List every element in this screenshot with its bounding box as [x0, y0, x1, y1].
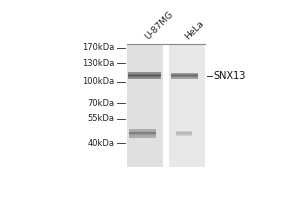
Bar [128, 75, 160, 76]
Bar [128, 76, 160, 77]
Bar [129, 134, 156, 135]
Text: SNX13: SNX13 [213, 71, 245, 81]
Bar [171, 74, 198, 75]
Bar [176, 132, 192, 133]
Bar [176, 135, 192, 136]
Bar [169, 44, 205, 167]
Text: HeLa: HeLa [183, 19, 206, 42]
Text: 100kDa: 100kDa [82, 77, 114, 86]
Bar [171, 73, 198, 74]
Bar [128, 74, 160, 75]
Bar [129, 136, 156, 137]
Bar [171, 72, 198, 73]
Bar [171, 76, 198, 77]
Bar [128, 72, 160, 73]
Bar [129, 129, 156, 130]
Bar [129, 130, 156, 131]
Bar [129, 131, 156, 132]
Bar [129, 132, 156, 133]
Text: 70kDa: 70kDa [87, 99, 114, 108]
Bar [171, 73, 198, 79]
Text: 40kDa: 40kDa [87, 139, 114, 148]
Text: 55kDa: 55kDa [87, 114, 114, 123]
Bar [176, 134, 192, 135]
Bar [129, 135, 156, 136]
Bar [171, 77, 198, 78]
Text: 170kDa: 170kDa [82, 43, 114, 52]
Bar [129, 133, 156, 134]
Bar [176, 130, 192, 131]
Bar [129, 137, 156, 138]
Bar [176, 131, 192, 132]
Bar [128, 72, 160, 79]
Bar [128, 77, 160, 78]
Bar [171, 75, 198, 76]
Bar [171, 78, 198, 79]
Text: 130kDa: 130kDa [82, 59, 114, 68]
Text: U-87MG: U-87MG [143, 10, 175, 42]
Bar [128, 73, 160, 74]
Bar [176, 133, 192, 134]
Bar [129, 132, 156, 133]
Bar [127, 44, 163, 167]
Bar [176, 131, 192, 136]
Bar [129, 129, 156, 138]
Bar [128, 78, 160, 79]
